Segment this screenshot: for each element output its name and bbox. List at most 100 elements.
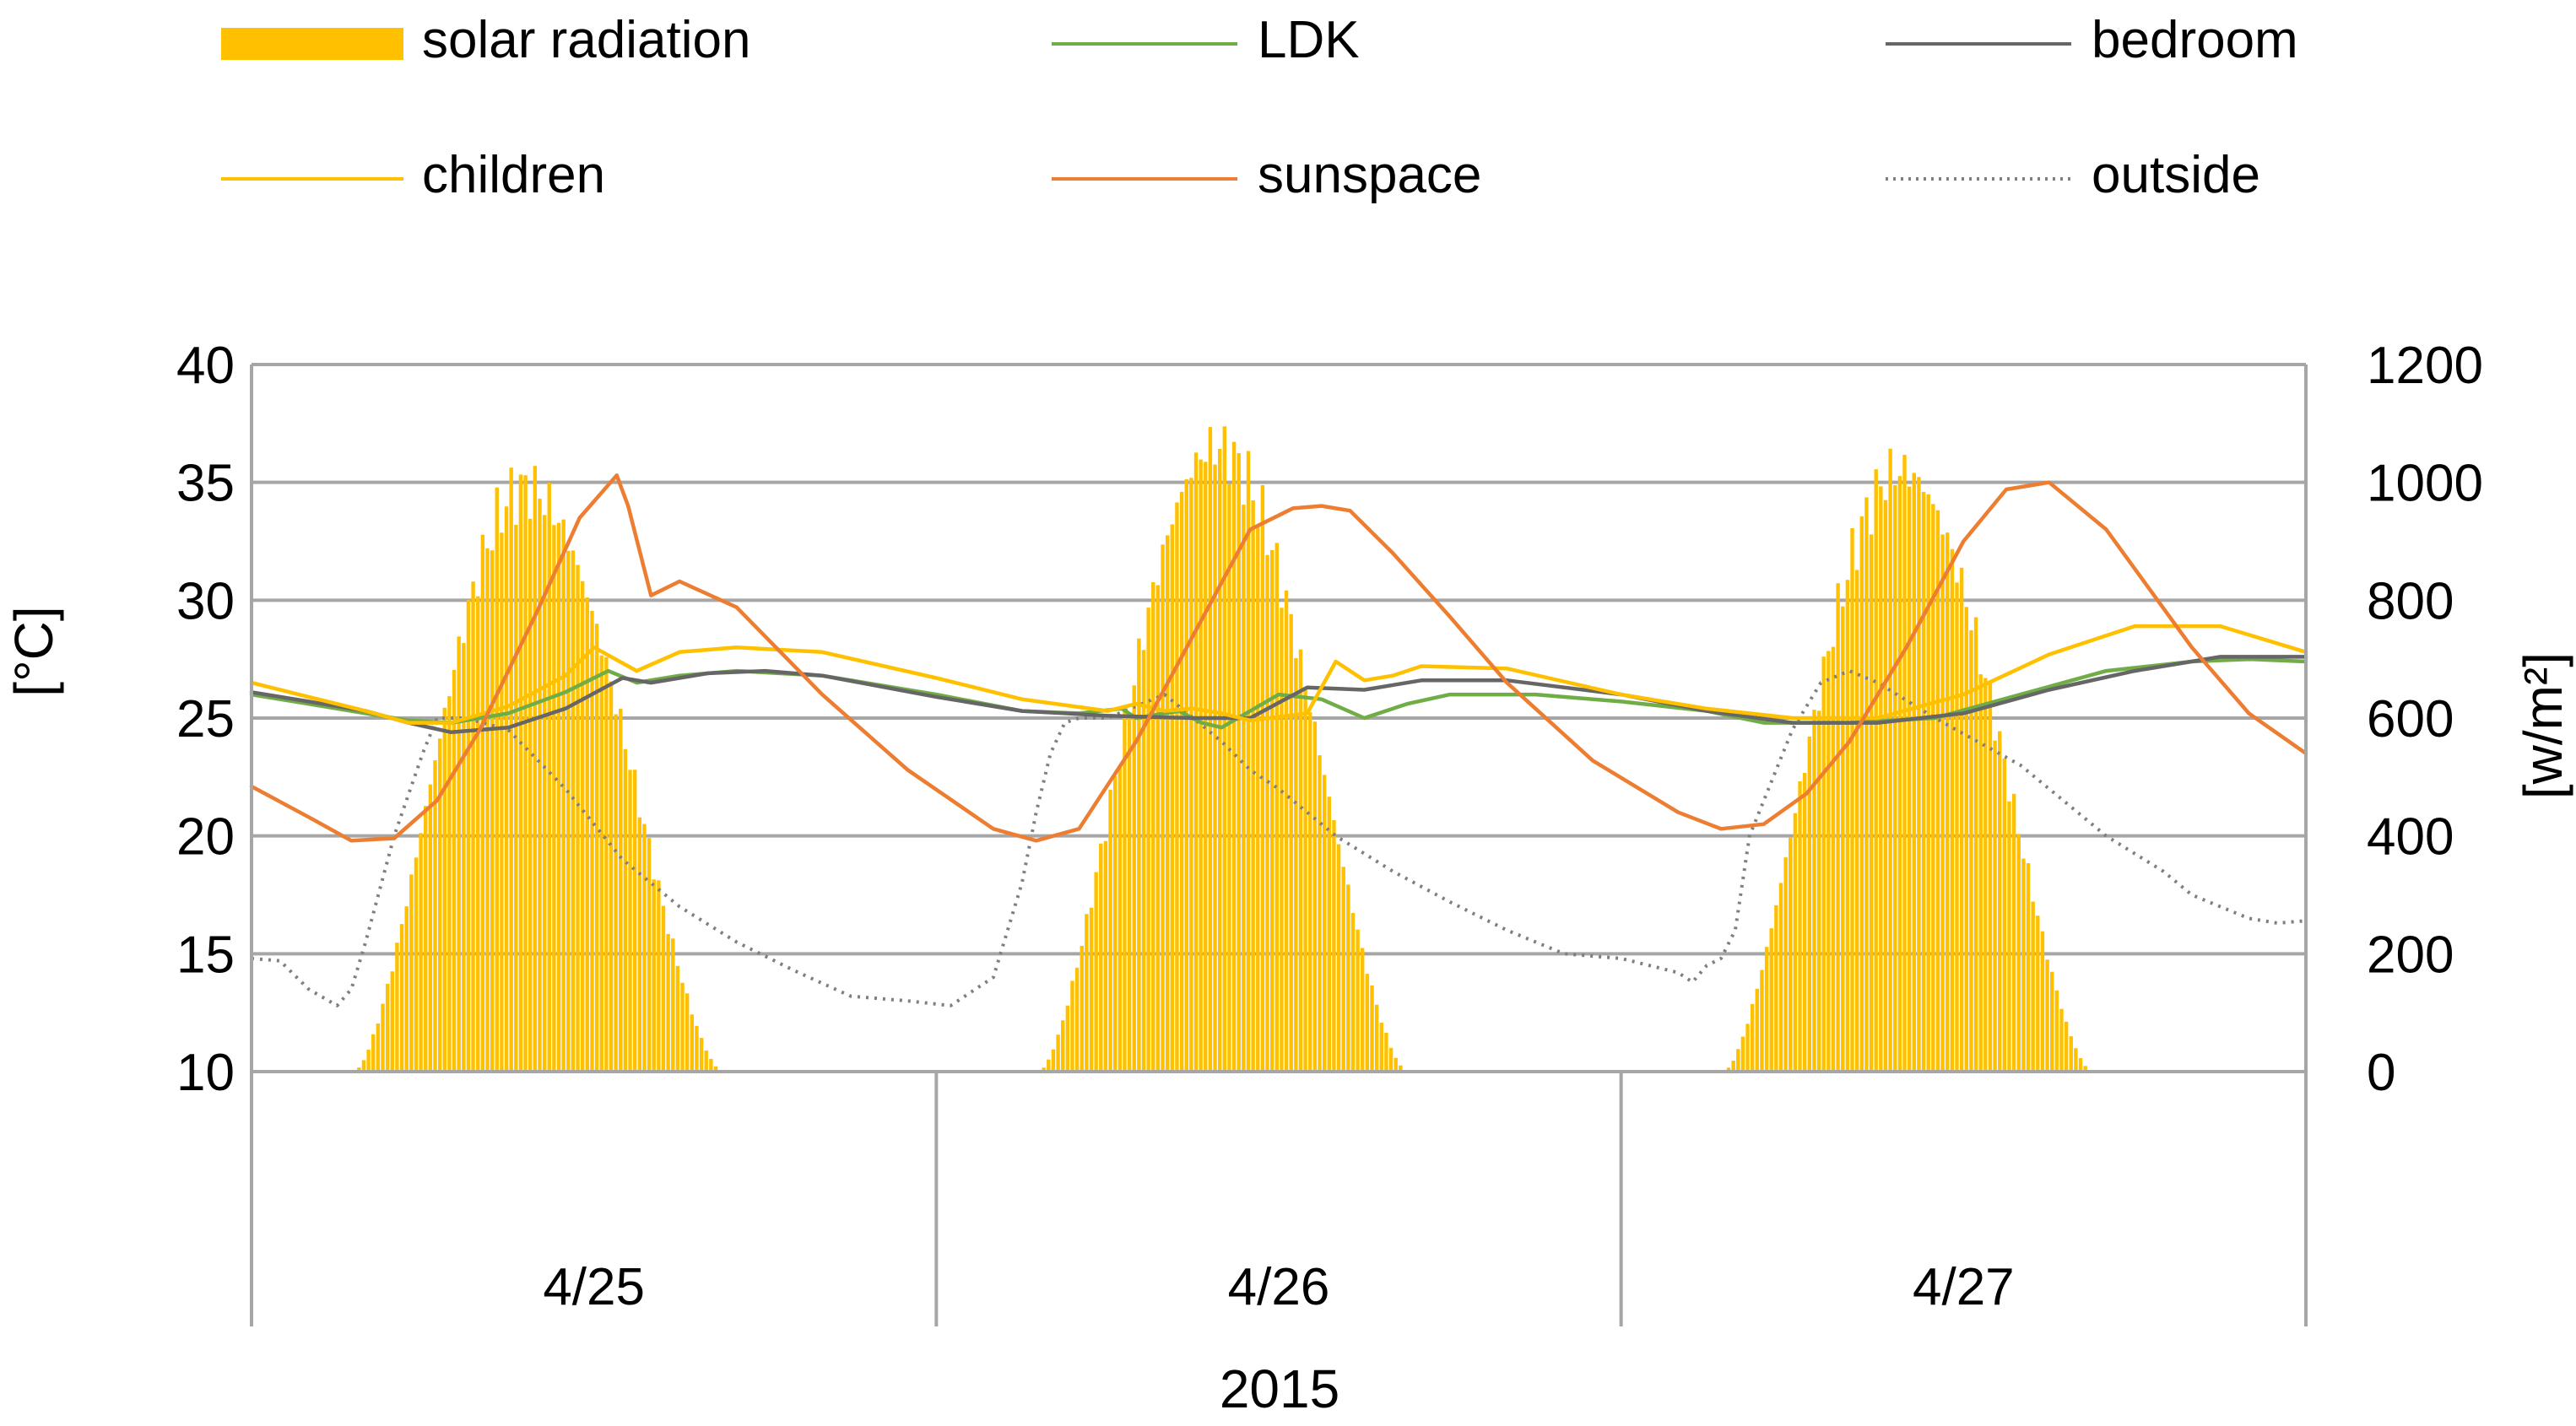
solar-radiation-bar	[1170, 524, 1175, 1072]
solar-radiation-bar	[466, 599, 471, 1072]
solar-radiation-bar	[547, 483, 551, 1072]
solar-radiation-bar	[1969, 629, 1973, 1072]
solar-radiation-bar	[619, 708, 623, 1072]
solar-radiation-bar	[528, 518, 533, 1072]
solar-radiation-bar	[1902, 455, 1907, 1072]
right-tick-label: 800	[2367, 572, 2454, 630]
solar-radiation-bar	[476, 596, 480, 1072]
solar-radiation-bar	[433, 760, 437, 1072]
solar-radiation-bar	[1256, 524, 1260, 1072]
solar-radiation-bar	[1269, 549, 1274, 1072]
solar-radiation-bar	[518, 474, 523, 1072]
solar-radiation-bar	[471, 581, 475, 1072]
solar-radiation-bar	[1361, 948, 1365, 1072]
solar-radiation-bar	[1074, 967, 1080, 1072]
solar-radiation-bar	[1769, 928, 1773, 1072]
solar-radiation-bar	[1859, 516, 1864, 1072]
solar-radiation-bar	[2040, 931, 2045, 1072]
solar-radiation-bar	[1051, 1049, 1056, 1072]
solar-radiation-bar	[409, 874, 414, 1072]
solar-radiation-bar	[1318, 755, 1322, 1072]
solar-radiation-bar	[1346, 884, 1350, 1072]
solar-radiation-bar	[1274, 543, 1280, 1072]
solar-radiation-bar	[357, 1067, 361, 1072]
solar-radiation-bar	[1812, 710, 1816, 1072]
solar-radiation-bar	[1308, 712, 1312, 1072]
solar-radiation-bar	[2021, 858, 2026, 1072]
solar-radiation-bar	[419, 833, 423, 1072]
solar-radiation-bar	[1227, 483, 1231, 1072]
solar-radiation-bar	[385, 983, 390, 1072]
solar-radiation-bar	[628, 770, 632, 1072]
solar-radiation-bar	[713, 1066, 718, 1072]
solar-radiation-bar	[366, 1049, 371, 1072]
solar-radiation-bar	[680, 982, 685, 1072]
solar-radiation-bar	[1950, 548, 1955, 1072]
solar-radiation-bar	[1821, 656, 1826, 1072]
solar-radiation-bar	[428, 784, 433, 1072]
solar-radiation-bar	[457, 636, 461, 1072]
solar-radiation-bar	[1146, 608, 1150, 1072]
solar-radiation-bar	[580, 581, 585, 1072]
solar-radiation-bar	[2016, 834, 2021, 1072]
solar-radiation-bar	[542, 515, 547, 1072]
solar-radiation-bar	[1161, 544, 1165, 1072]
solar-radiation-bar	[1118, 766, 1123, 1072]
solar-radiation-bar	[1921, 491, 1926, 1072]
right-tick-label: 0	[2367, 1044, 2395, 1102]
solar-radiation-bar	[1940, 534, 1945, 1072]
left-tick-label: 20	[176, 808, 235, 867]
solar-radiation-bar	[1294, 658, 1298, 1072]
solar-radiation-bar	[1774, 905, 1778, 1072]
solar-radiation-bar	[437, 738, 442, 1072]
solar-radiation-bar	[1132, 685, 1136, 1072]
solar-radiation-bar	[1042, 1067, 1046, 1072]
solar-radiation-bar	[1802, 773, 1807, 1072]
solar-radiation-bar	[1280, 608, 1284, 1072]
solar-radiation-bar	[1750, 1003, 1755, 1072]
legend-label-solar-radiation: solar radiation	[422, 11, 750, 69]
solar-radiation-bar	[1127, 713, 1132, 1072]
solar-radiation-bar	[2069, 1036, 2073, 1072]
solar-radiation-bar	[1399, 1065, 1403, 1072]
solar-radiation-bar	[585, 597, 590, 1072]
solar-radiation-bar	[2002, 759, 2007, 1072]
legend-label-outside: outside	[2092, 146, 2260, 204]
solar-radiation-bar	[1341, 867, 1345, 1072]
solar-radiation-bar	[2011, 793, 2016, 1072]
solar-radiation-bar	[361, 1060, 366, 1072]
solar-radiation-bar	[490, 550, 495, 1072]
solar-radiation-bar	[1726, 1067, 1731, 1072]
solar-radiation-bar	[1394, 1057, 1398, 1072]
solar-radiation-bar	[556, 522, 561, 1072]
solar-radiation-bar	[2054, 990, 2059, 1072]
solar-radiation-bar	[371, 1034, 376, 1072]
solar-radiation-bar	[462, 643, 466, 1072]
solar-radiation-bar	[442, 707, 446, 1072]
solar-radiation-bar	[1850, 528, 1854, 1072]
solar-radiation-bar	[1365, 974, 1370, 1072]
solar-radiation-bar	[1789, 837, 1793, 1072]
solar-radiation-bar	[1184, 479, 1188, 1072]
legend: solar radiation LDK bedroom children sun…	[221, 11, 2298, 204]
day-label: 4/25	[543, 1258, 645, 1316]
right-tick-label: 1200	[2367, 337, 2483, 395]
solar-radiation-bar	[685, 993, 690, 1072]
solar-radiation-bar	[485, 548, 490, 1072]
solar-radiation-bar	[2045, 959, 2049, 1072]
series-line-children	[249, 624, 2308, 725]
solar-radiation-bar	[1897, 476, 1902, 1072]
solar-radiation-bar	[1831, 646, 1836, 1072]
solar-radiation-bar	[1917, 477, 1921, 1072]
solar-radiation-bar	[2074, 1048, 2078, 1072]
solar-radiation-bar	[1242, 505, 1246, 1072]
solar-radiation-bar	[2078, 1058, 2083, 1072]
solar-radiation-bar	[1099, 843, 1103, 1072]
solar-radiation-bar	[414, 857, 419, 1072]
solar-radiation-bar	[1993, 740, 1997, 1072]
solar-radiation-bar	[576, 564, 580, 1072]
solar-radiation-bar	[504, 506, 509, 1072]
solar-radiation-bar	[1874, 469, 1878, 1072]
solar-radiation-bar	[1736, 1049, 1740, 1072]
solar-radiation-bar	[1826, 651, 1831, 1072]
